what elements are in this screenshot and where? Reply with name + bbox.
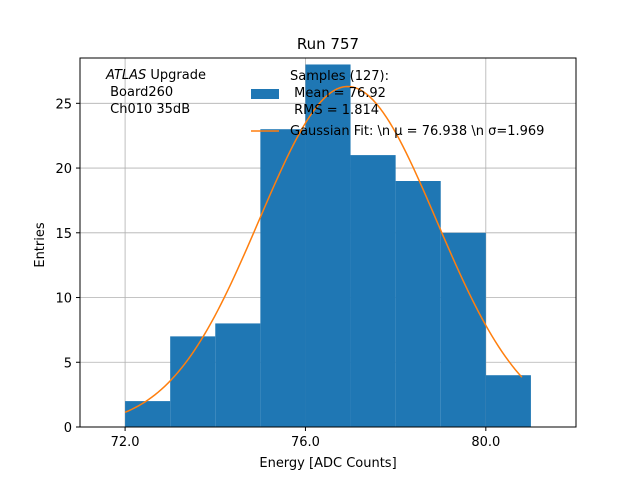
x-tick-label: 76.0 [291, 435, 320, 450]
y-tick-label: 15 [55, 227, 72, 242]
axes-frame [79, 57, 577, 428]
gaussian-fit-line [124, 85, 523, 414]
x-axis-label: Energy [ADC Counts] [259, 456, 396, 471]
histogram-bar [215, 323, 261, 427]
annotation-line-3: Ch010 35dB [106, 102, 190, 117]
legend: Samples (127): Mean = 76.92 RMS = 1.814 … [251, 69, 544, 139]
legend-histogram-line-1: Samples (127): [290, 69, 389, 84]
histogram-bar [260, 129, 306, 428]
histogram-bar [305, 64, 351, 427]
y-tick-label: 0 [64, 421, 72, 436]
legend-fit-label: Gaussian Fit: \n μ = 76.938 \n σ=1.969 [290, 124, 544, 139]
legend-histogram-patch [251, 89, 279, 99]
histogram-bar [485, 375, 531, 427]
histogram-bars [125, 64, 531, 428]
annotation-atlas: ATLAS [105, 68, 146, 83]
histogram-bar [350, 155, 396, 427]
annotation-line-2: Board260 [106, 85, 173, 100]
y-tick-label: 5 [64, 356, 72, 371]
annotation-line-1: ATLAS Upgrade [105, 68, 206, 83]
histogram-bar [170, 336, 216, 427]
annotation-upgrade: Upgrade [146, 68, 206, 83]
annotation-text: ATLAS Upgrade Board260 Ch010 35dB [105, 68, 206, 117]
y-tick-label: 20 [55, 162, 72, 177]
x-tick-label: 72.0 [111, 435, 140, 450]
histogram-bar [125, 401, 171, 427]
x-tick-label: 80.0 [471, 435, 500, 450]
histogram-bar [395, 181, 441, 427]
y-tick-label: 25 [55, 97, 72, 112]
y-tick-label: 10 [55, 292, 72, 307]
legend-histogram-line-3: RMS = 1.814 [290, 103, 379, 118]
y-axis-label: Entries [33, 222, 48, 268]
histogram-bar [440, 232, 486, 427]
legend-histogram-line-2: Mean = 76.92 [290, 86, 386, 101]
chart-title: Run 757 [297, 35, 359, 53]
axis-ticks: 72.0 76.0 80.0 0 5 10 15 20 25 [55, 97, 500, 450]
